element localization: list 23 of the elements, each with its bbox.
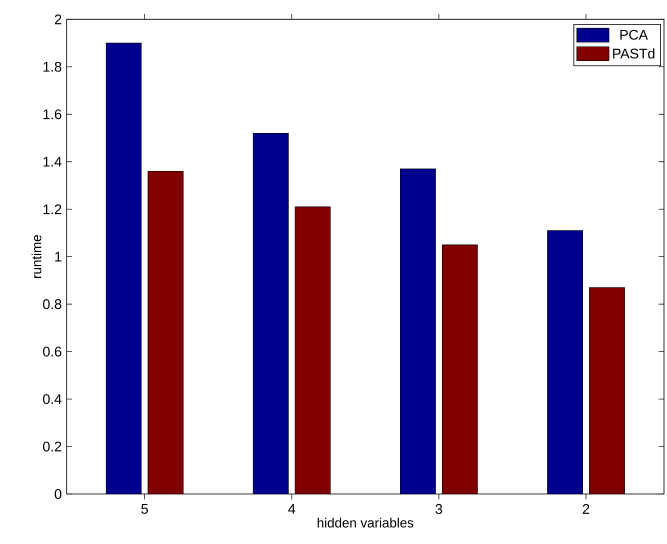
y-tick-label: 2 [54, 14, 62, 24]
x-tick-label: 3 [436, 504, 442, 514]
y-tick-label: 1.6 [44, 109, 62, 120]
y-tick-label: 1.4 [44, 156, 62, 167]
bar [400, 168, 436, 494]
x-tick-label: 4 [288, 504, 296, 514]
legend-label: PCA [620, 30, 648, 40]
y-tick-label: 0.4 [43, 394, 62, 404]
y-tick-label: 0.6 [43, 346, 62, 357]
bar [547, 230, 583, 494]
y-tick-label: 1.8 [44, 62, 62, 72]
bar [252, 132, 289, 494]
y-tick-label: 0.8 [43, 299, 62, 310]
y-tick-label: 1 [55, 252, 62, 262]
legend-label: PASTd [613, 48, 654, 59]
bar [106, 42, 142, 494]
x-tick-label: 2 [582, 504, 590, 514]
y-tick-label: 1.2 [44, 204, 62, 214]
x-axis-title: hidden variables [318, 518, 414, 528]
y-tick-label: 0 [54, 489, 62, 499]
y-tick-label: 0.2 [43, 442, 62, 452]
x-tick-label: 5 [141, 504, 148, 514]
y-axis-title: runtime [32, 235, 42, 278]
